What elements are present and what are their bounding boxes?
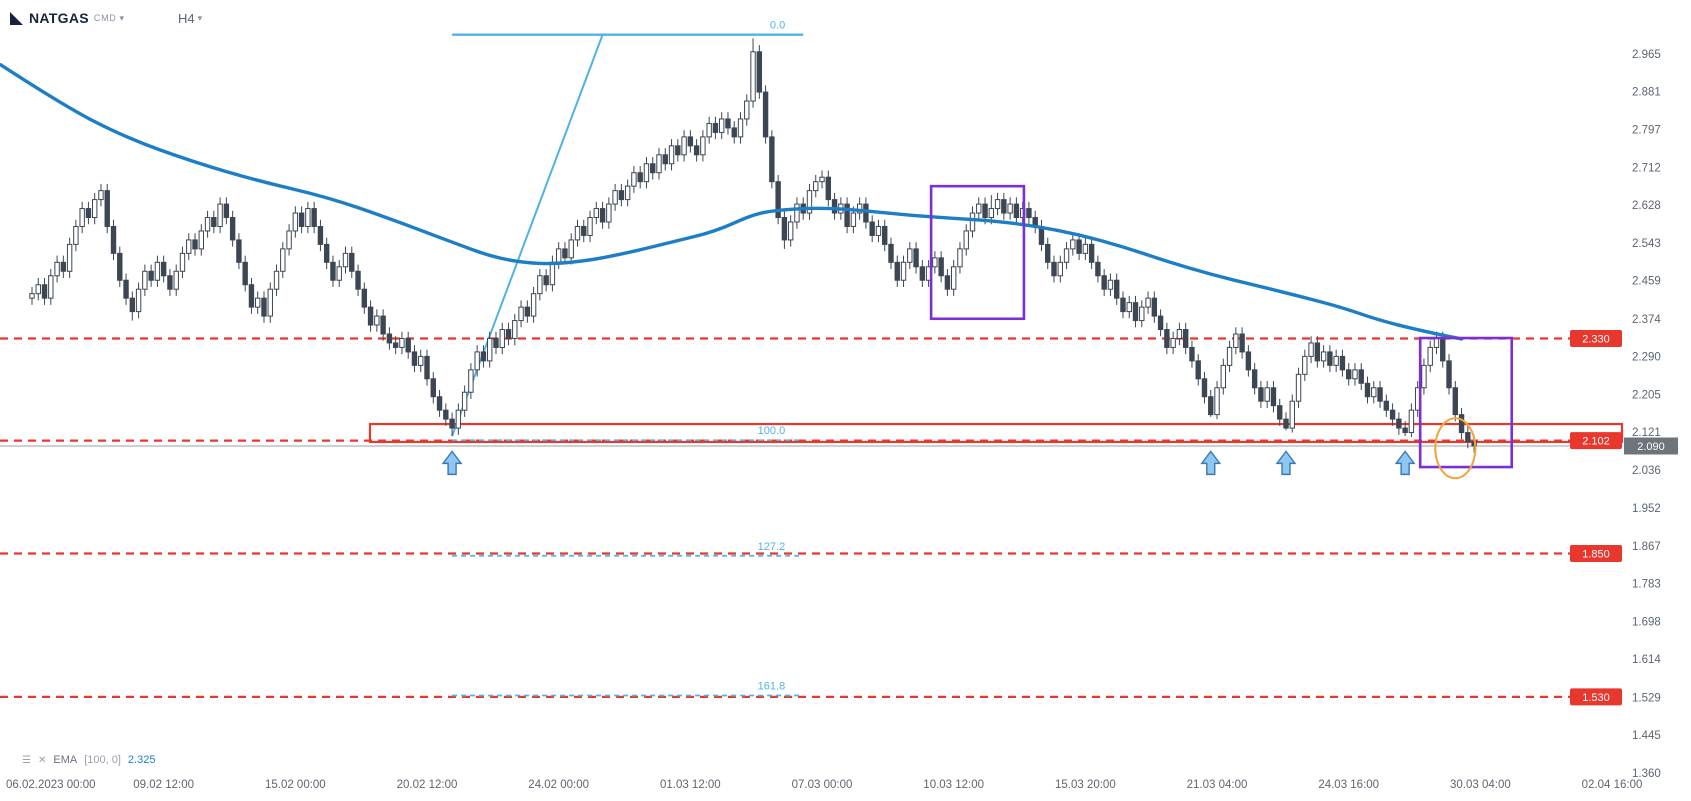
horizontal-level-lines[interactable] xyxy=(0,337,1622,698)
svg-text:2.090: 2.090 xyxy=(1637,441,1665,453)
svg-text:2.459: 2.459 xyxy=(1632,276,1661,288)
svg-text:02.04 16:00: 02.04 16:00 xyxy=(1582,779,1643,791)
candles-layer xyxy=(29,38,1477,453)
svg-text:21.03 04:00: 21.03 04:00 xyxy=(1187,779,1248,791)
svg-text:2.543: 2.543 xyxy=(1632,238,1661,250)
fib-level-label: 0.0 xyxy=(770,20,785,32)
svg-text:1.614: 1.614 xyxy=(1632,654,1661,666)
indicator-settings-icon[interactable]: ☰ xyxy=(22,754,31,766)
svg-text:1.783: 1.783 xyxy=(1632,579,1661,591)
svg-text:09.02 12:00: 09.02 12:00 xyxy=(133,779,194,791)
chevron-down-icon: ▾ xyxy=(197,12,203,23)
current-price-badge: 2.090 xyxy=(1624,437,1678,455)
time-axis[interactable]: 06.02.2023 00:00 09.02 12:00 15.02 00:00 20… xyxy=(6,779,1642,791)
svg-text:2.965: 2.965 xyxy=(1632,49,1661,61)
svg-text:06.02.2023 00:00: 06.02.2023 00:00 xyxy=(6,779,96,791)
level-price-badges: 2.330 2.102 1.850 1.530 xyxy=(1570,329,1622,706)
svg-text:2.330: 2.330 xyxy=(1582,333,1610,345)
svg-text:2.121: 2.121 xyxy=(1632,427,1661,439)
svg-text:2.205: 2.205 xyxy=(1632,389,1661,401)
ema-line[interactable] xyxy=(0,63,1464,341)
market-badge[interactable]: CMD xyxy=(93,13,117,23)
svg-text:1.360: 1.360 xyxy=(1632,768,1661,780)
fib-level-label: 161.8 xyxy=(758,681,786,693)
up-arrow-icon[interactable] xyxy=(1394,450,1416,476)
purple-highlight-boxes[interactable] xyxy=(929,184,1514,469)
svg-text:1.698: 1.698 xyxy=(1632,617,1661,629)
up-arrow-icon[interactable] xyxy=(1275,450,1297,476)
svg-text:15.02 00:00: 15.02 00:00 xyxy=(265,779,326,791)
indicator-params: [100, 0] xyxy=(84,754,121,766)
up-arrow-icon[interactable] xyxy=(441,450,463,476)
svg-text:24.03 16:00: 24.03 16:00 xyxy=(1318,779,1379,791)
instrument-header: NATGAS CMD ▾ H4 ▾ xyxy=(10,10,202,26)
price-axis[interactable]: 2.965 2.881 2.797 2.712 2.628 2.543 2.459 2.374… xyxy=(1632,49,1661,780)
timeframe-selector[interactable]: H4 ▾ xyxy=(178,11,202,26)
svg-text:1.530: 1.530 xyxy=(1582,692,1610,704)
svg-text:01.03 12:00: 01.03 12:00 xyxy=(660,779,721,791)
chevron-down-icon[interactable]: ▾ xyxy=(119,12,125,23)
svg-text:2.374: 2.374 xyxy=(1632,314,1661,326)
svg-text:15.03 20:00: 15.03 20:00 xyxy=(1055,779,1116,791)
svg-text:2.797: 2.797 xyxy=(1632,124,1661,136)
indicator-name: EMA xyxy=(53,754,78,766)
svg-text:07.03 00:00: 07.03 00:00 xyxy=(792,779,853,791)
fib-level-label: 100.0 xyxy=(758,425,786,437)
highlight-ellipse[interactable] xyxy=(1434,417,1477,480)
svg-text:24.02 00:00: 24.02 00:00 xyxy=(528,779,589,791)
svg-text:2.036: 2.036 xyxy=(1632,465,1661,477)
svg-text:10.03 12:00: 10.03 12:00 xyxy=(923,779,984,791)
svg-text:1.445: 1.445 xyxy=(1632,730,1661,742)
red-price-zone-box[interactable] xyxy=(368,422,1624,444)
svg-text:1.952: 1.952 xyxy=(1632,503,1661,515)
svg-text:2.712: 2.712 xyxy=(1632,162,1661,174)
timeframe-label: H4 xyxy=(178,10,195,26)
indicator-remove-icon[interactable]: ✕ xyxy=(37,754,47,766)
indicator-value: 2.325 xyxy=(127,754,156,766)
svg-text:20.02 12:00: 20.02 12:00 xyxy=(397,779,458,791)
svg-text:2.290: 2.290 xyxy=(1632,351,1661,363)
svg-text:1.850: 1.850 xyxy=(1582,549,1610,561)
platform-logo-icon xyxy=(10,11,23,25)
svg-text:2.881: 2.881 xyxy=(1632,87,1661,99)
indicator-legend: ☰ ✕ EMA [100, 0] 2.325 xyxy=(22,754,155,766)
symbol-name[interactable]: NATGAS xyxy=(29,10,89,26)
svg-text:2.102: 2.102 xyxy=(1582,436,1610,448)
fib-level-label: 127.2 xyxy=(758,541,786,553)
svg-text:2.628: 2.628 xyxy=(1632,200,1661,212)
up-arrow-icon[interactable] xyxy=(1200,450,1222,476)
fibonacci-extension-drawing[interactable]: 0.0 100.0 127.2 161.8 xyxy=(451,20,804,697)
svg-text:1.867: 1.867 xyxy=(1632,541,1661,553)
svg-text:1.529: 1.529 xyxy=(1632,692,1661,704)
svg-text:30.03 04:00: 30.03 04:00 xyxy=(1450,779,1511,791)
signal-up-arrows[interactable] xyxy=(441,450,1416,476)
